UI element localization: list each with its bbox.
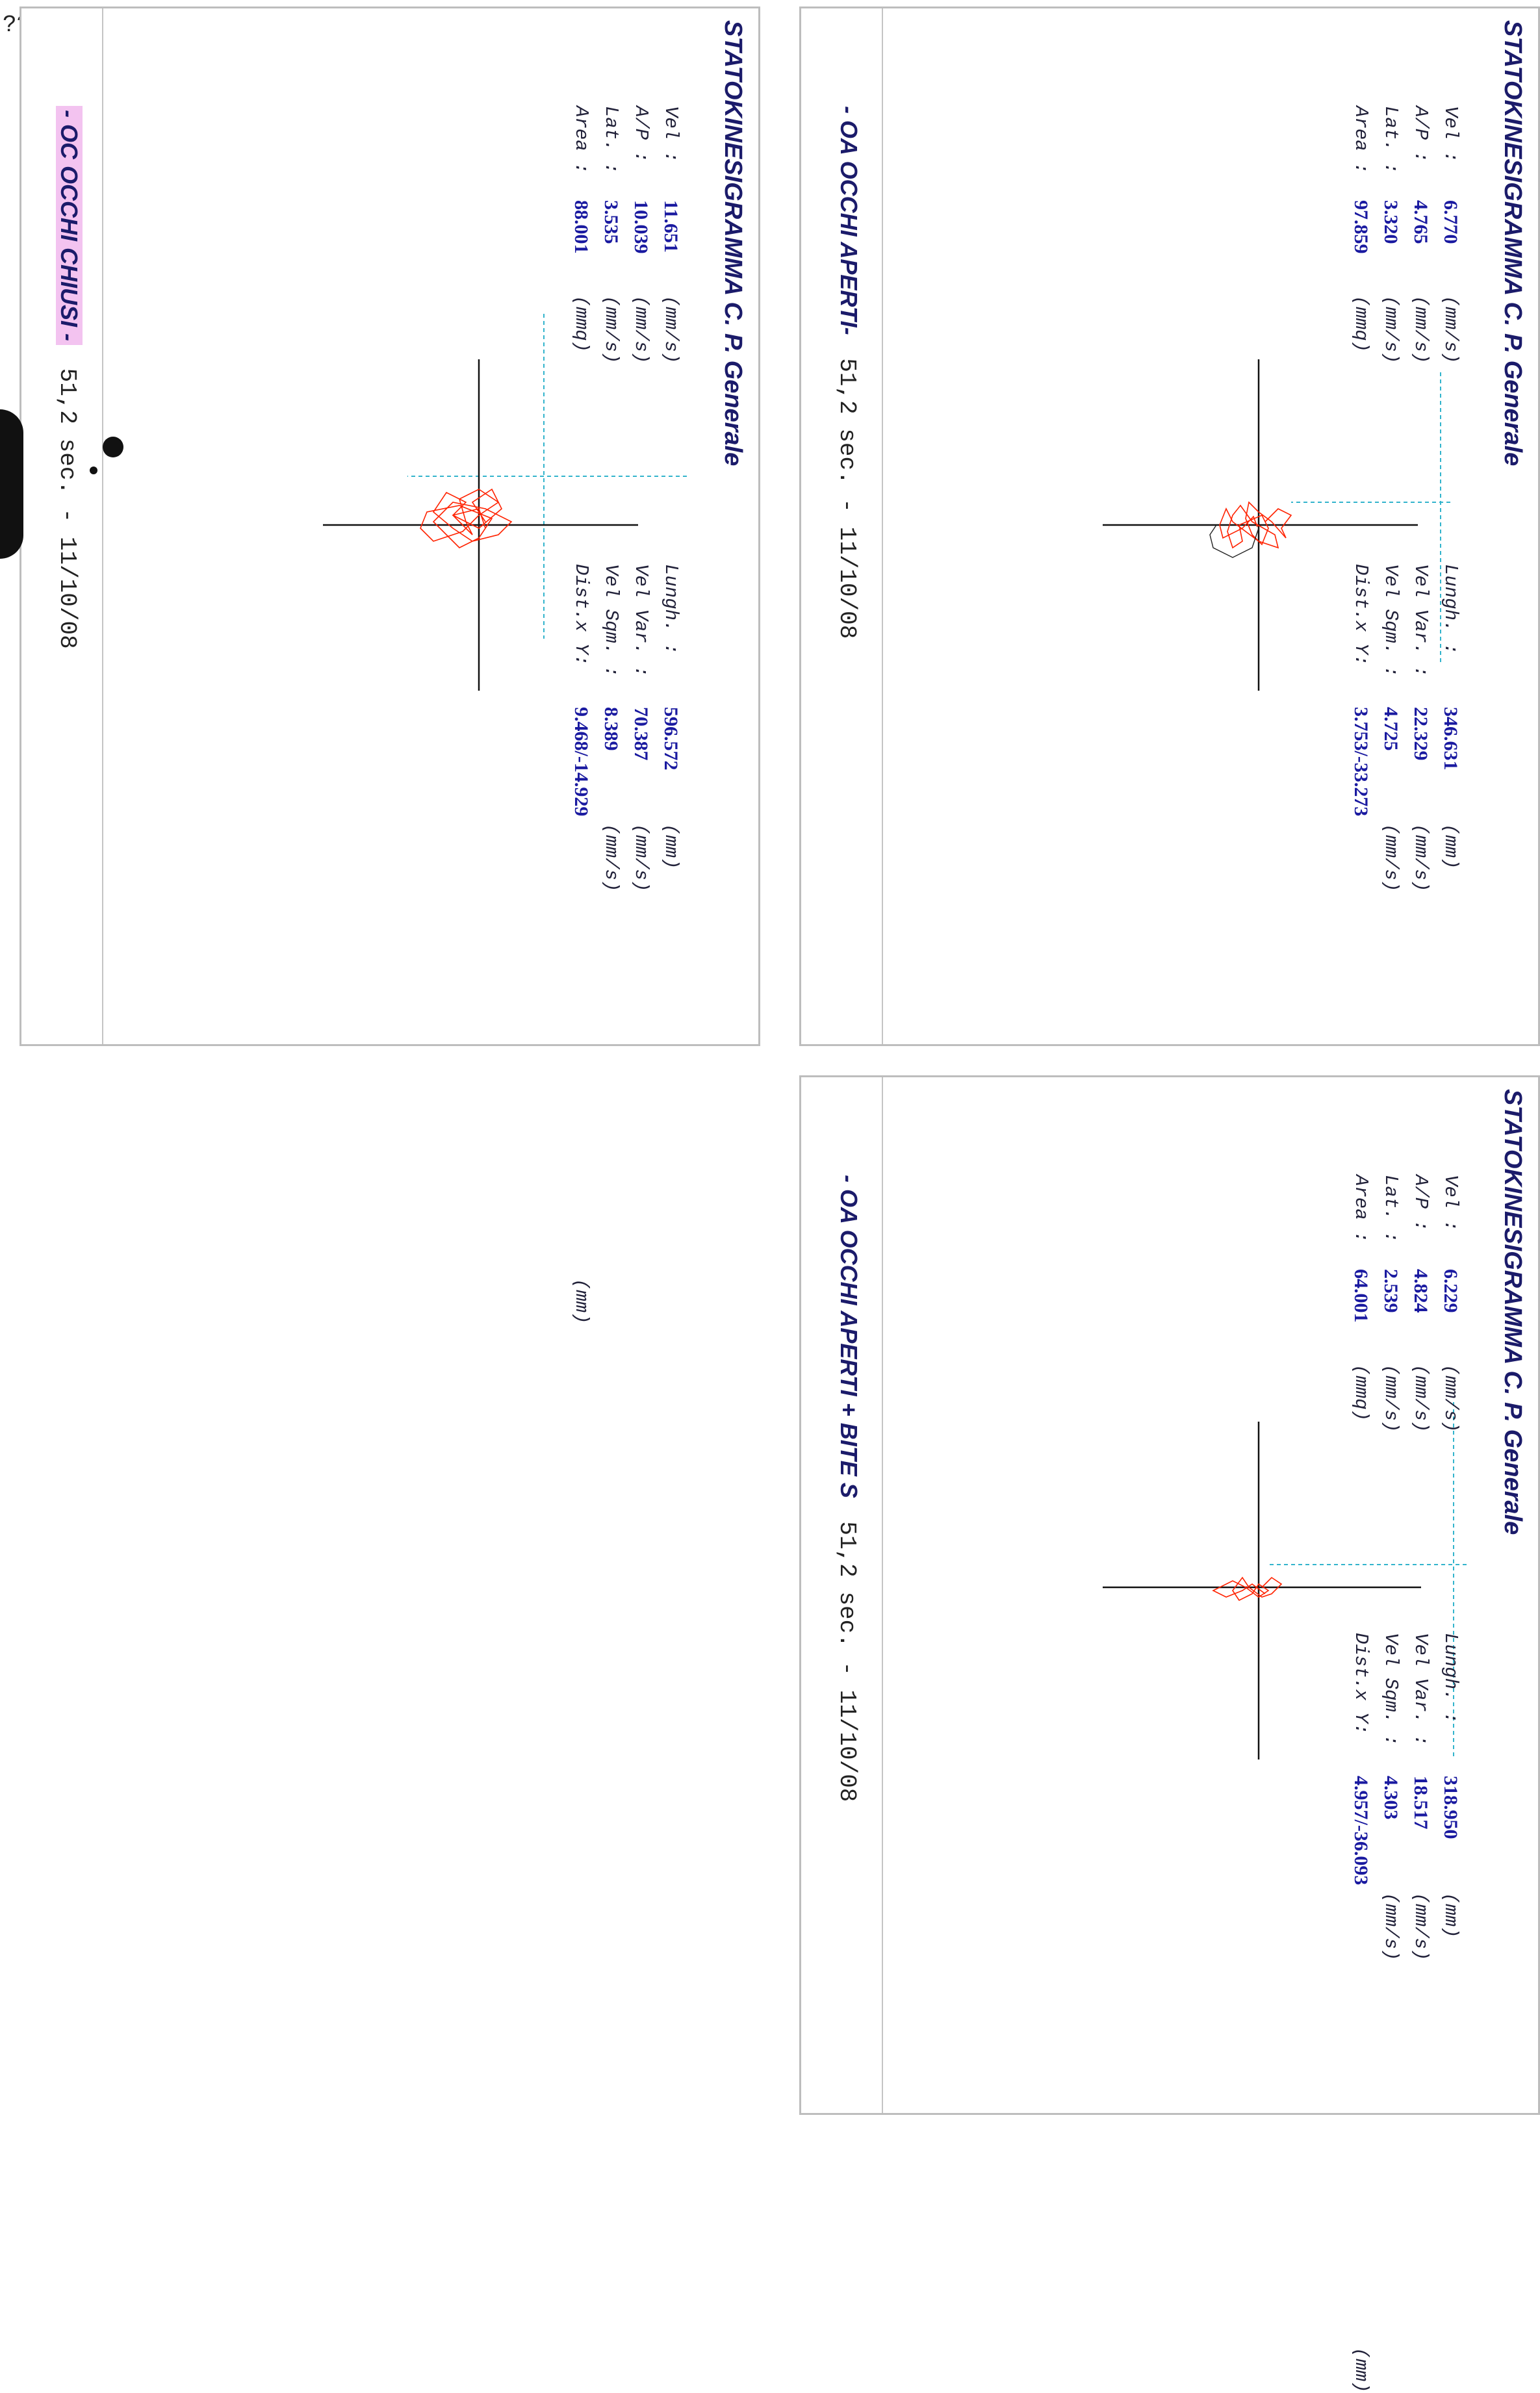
stat-value: 346.631: [1440, 707, 1461, 771]
stat-label: Vel :: [660, 106, 682, 163]
duration-date: 51,2 sec. - 11/10/08: [834, 1521, 860, 1802]
caption: - OC OCCHI CHIUSI - 51,2 sec. - 11/10/08: [54, 106, 83, 649]
caption-divider: [882, 1077, 883, 2113]
sway-plot: [1103, 1402, 1467, 1760]
stat-value: 6.770: [1440, 200, 1461, 244]
stat-label: Lungh. :: [1440, 564, 1461, 655]
stat-label: Lat. :: [1380, 106, 1402, 174]
stat-unit: (mm/s): [1410, 824, 1431, 892]
sway-trace-dark: [1209, 524, 1259, 558]
stat-value: 11.651: [660, 200, 682, 253]
ink-dot: [103, 437, 123, 457]
stat-unit: (mm/s): [1380, 824, 1402, 892]
stat-unit: (mm/s): [1380, 296, 1402, 364]
stat-unit: (mmq): [1350, 1364, 1372, 1422]
stat-value: 8.389: [600, 707, 622, 751]
stat-unit: (mmq): [1350, 296, 1372, 353]
stat-unit: (mm): [660, 824, 682, 869]
stat-value: 64.001: [1350, 1269, 1372, 1323]
statokinesigram-panel-oc: STATOKINESIGRAMMA C. P. Generale Vel :11…: [19, 6, 760, 1324]
stat-unit: (mm): [1440, 1893, 1461, 1938]
stat-value: 596.572: [660, 707, 682, 771]
stat-unit: (mm/s): [1380, 1893, 1402, 1961]
stat-label: Lat. :: [1380, 1175, 1402, 1243]
condition-label: - OC OCCHI CHIUSI -: [56, 106, 83, 345]
stat-label: Vel :: [1440, 106, 1461, 163]
stat-label: Area :: [1350, 1175, 1372, 1243]
stat-unit: (mm): [1440, 824, 1461, 869]
stat-value: 10.039: [630, 200, 652, 254]
stat-label: Area :: [571, 106, 592, 174]
stat-unit: (mmq): [571, 296, 592, 353]
stat-label: Vel Sqm. :: [1380, 1633, 1402, 1747]
stat-unit: (mm/s): [1410, 1893, 1431, 1961]
stat-value: 9.468/-14.929: [571, 707, 592, 817]
stat-value: 4.765: [1410, 200, 1431, 244]
stat-value: 97.859: [1350, 200, 1372, 254]
stat-value: 70.387: [630, 707, 652, 761]
stat-unit: (mm/s): [630, 824, 652, 892]
stat-value: 4.824: [1410, 1269, 1431, 1313]
stat-unit: (mm): [571, 1279, 592, 1324]
sway-trace: [1219, 501, 1292, 549]
stat-unit: (mm/s): [630, 296, 652, 364]
stat-unit: (mm/s): [1440, 1364, 1461, 1433]
stat-label: Dist.x Y:: [1350, 564, 1372, 666]
stat-label: Vel Sqm. :: [600, 564, 622, 678]
stat-label: Vel :: [1440, 1175, 1461, 1232]
duration-date: 51,2 sec. - 11/10/08: [54, 368, 81, 649]
stat-value: 4.303: [1380, 1776, 1402, 1820]
stat-label: Lungh. :: [1440, 1633, 1461, 1724]
stat-unit: (mm): [1350, 2348, 1372, 2393]
stat-label: A/P :: [630, 106, 652, 163]
stat-unit: (mm/s): [660, 296, 682, 364]
stat-value: 88.001: [571, 200, 592, 254]
stat-unit: (mm/s): [600, 296, 622, 364]
caption: - OA OCCHI APERTI + BITE S 51,2 sec. - 1…: [834, 1175, 862, 1802]
stat-unit: (mm/s): [1440, 296, 1461, 364]
statokinesigram-panel-oa: STATOKINESIGRAMMA C. P. Generale Vel :6.…: [799, 6, 1540, 1324]
statokinesigram-panel-oa-bite: STATOKINESIGRAMMA C. P. Generale Vel :6.…: [799, 1075, 1540, 2393]
ink-dot-small: [90, 467, 97, 474]
stat-value: 4.957/-36.093: [1350, 1776, 1372, 1886]
stat-value: 3.535: [600, 200, 622, 244]
condition-label: - OA OCCHI APERTI + BITE S: [836, 1175, 862, 1498]
stat-label: A/P :: [1410, 106, 1431, 163]
caption-divider: [882, 8, 883, 1044]
stat-label: Dist.x Y:: [1350, 1633, 1372, 1735]
stat-value: 22.329: [1410, 707, 1431, 761]
caption: - OA OCCHI APERTI- 51,2 sec. - 11/10/08: [834, 106, 862, 639]
condition-label: - OA OCCHI APERTI-: [836, 106, 862, 335]
ink-blot: [0, 409, 23, 559]
sway-plot: [1103, 359, 1450, 691]
stat-label: Vel Sqm. :: [1380, 564, 1402, 678]
stat-label: Lat. :: [600, 106, 622, 174]
stat-label: Vel Var. :: [1410, 1633, 1431, 1747]
caption-divider: [102, 8, 103, 1044]
stat-value: 318.950: [1440, 1776, 1461, 1839]
stat-value: 18.517: [1410, 1776, 1431, 1830]
stat-label: Vel Var. :: [630, 564, 652, 678]
stat-label: Vel Var. :: [1410, 564, 1431, 678]
stat-value: 3.320: [1380, 200, 1402, 244]
stat-label: Dist.x Y:: [571, 564, 592, 666]
stat-label: Area :: [1350, 106, 1372, 174]
stat-unit: (mm/s): [1410, 1364, 1431, 1433]
stat-unit: (mm/s): [1410, 296, 1431, 364]
stat-value: 4.725: [1380, 707, 1402, 751]
stat-value: 3.753/-33.273: [1350, 707, 1372, 817]
sway-plot: [323, 314, 687, 691]
sway-trace: [420, 488, 513, 548]
stat-unit: (mm/s): [1380, 1364, 1402, 1433]
duration-date: 51,2 sec. - 11/10/08: [834, 358, 860, 639]
stat-label: A/P :: [1410, 1175, 1431, 1232]
stat-unit: (mm/s): [600, 824, 622, 892]
stat-label: Lungh. :: [660, 564, 682, 655]
sway-trace: [1212, 1576, 1283, 1602]
stat-value: 2.539: [1380, 1269, 1402, 1313]
stat-value: 6.229: [1440, 1269, 1461, 1313]
